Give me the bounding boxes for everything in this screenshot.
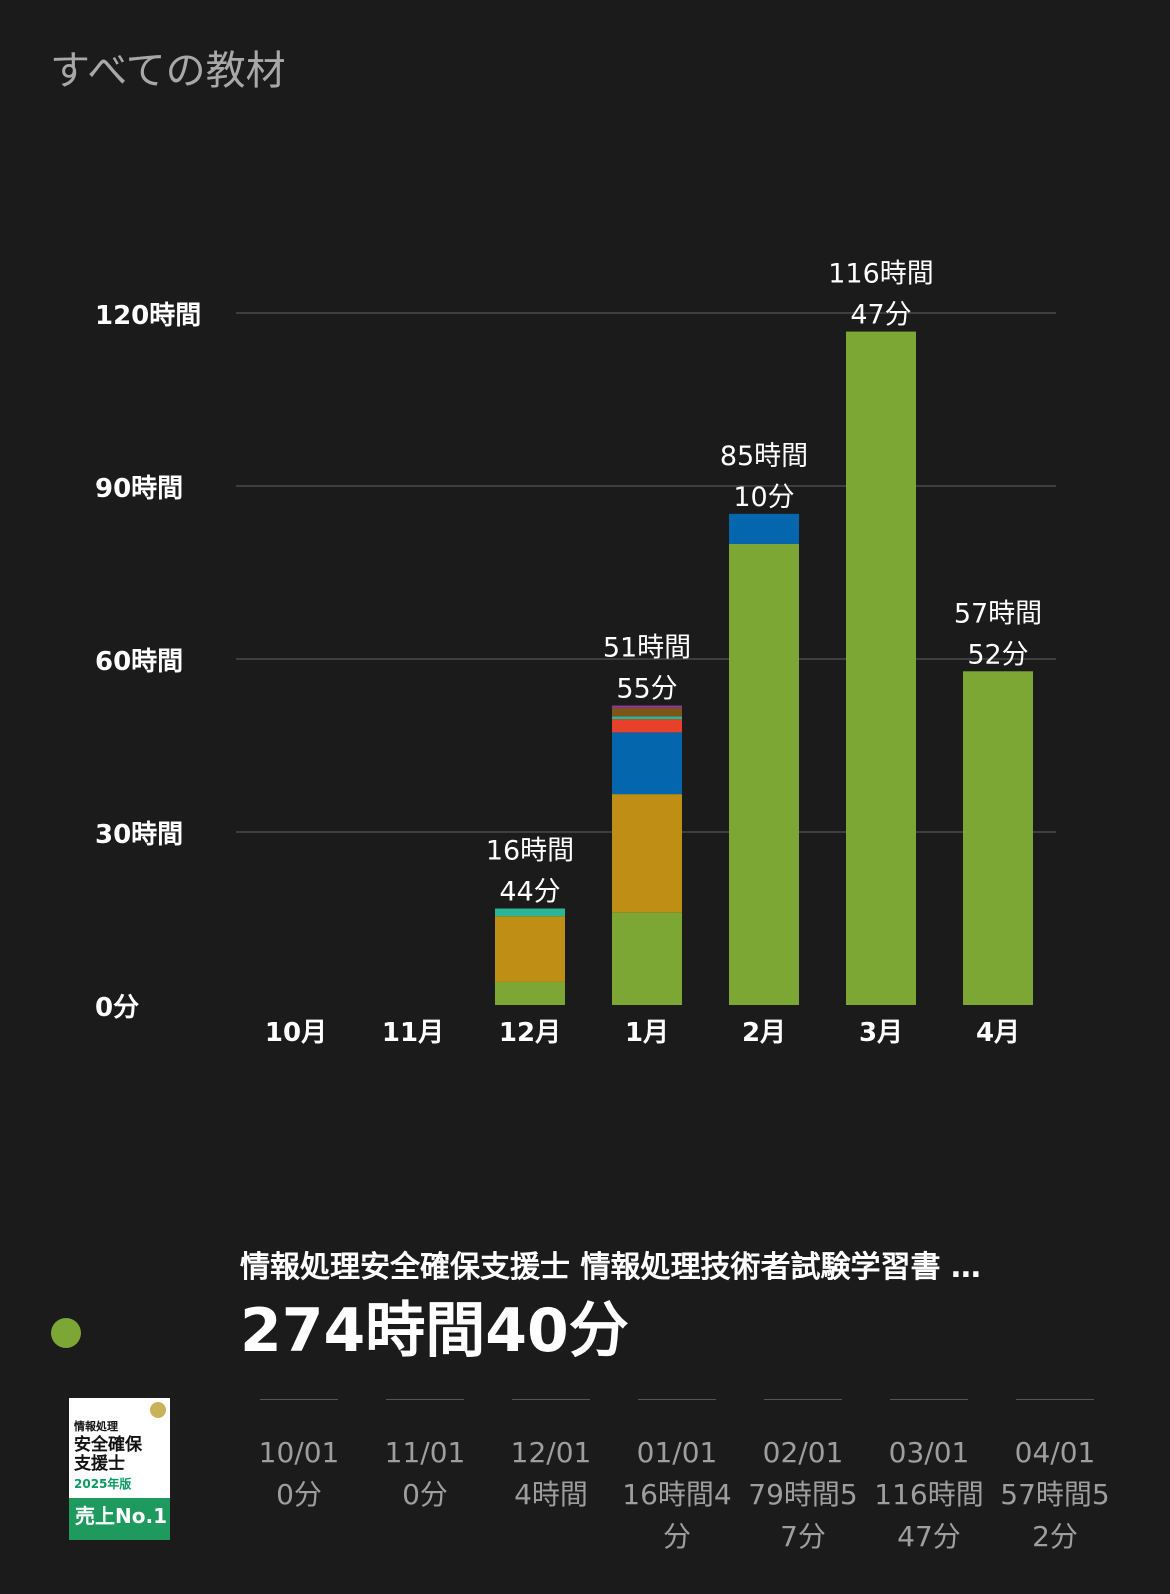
cover-badge: 売上No.1	[75, 1504, 167, 1528]
month-value: 0分	[402, 1478, 448, 1511]
month-date: 03/01	[888, 1436, 970, 1469]
cover-text: 安全確保 支援士	[74, 1436, 142, 1474]
cover-seal	[150, 1402, 166, 1418]
month-value: 116時間47分	[874, 1478, 984, 1553]
cover-text: 情報処理	[74, 1420, 118, 1433]
month-date: 02/01	[762, 1436, 844, 1469]
data-label: 116時間	[828, 259, 934, 290]
bar-segment	[495, 981, 565, 1005]
divider	[260, 1399, 338, 1400]
y-tick-label: 120時間	[95, 301, 201, 331]
bar-segment	[612, 719, 682, 733]
data-label: 47分	[850, 300, 911, 331]
book-cover-image[interactable]: 情報処理 安全確保 支援士 2025年版 売上No.1	[69, 1398, 170, 1540]
bar-segment	[729, 543, 799, 1005]
cover-line: 支援士	[74, 1454, 125, 1474]
data-label: 55分	[616, 674, 677, 705]
month-column: 12/01 4時間	[488, 1399, 614, 1558]
month-value: 79時間57分	[748, 1478, 858, 1553]
bar-segment	[612, 707, 682, 717]
divider	[386, 1399, 464, 1400]
x-tick-label: 4月	[976, 1018, 1020, 1048]
data-label: 57時間	[954, 598, 1042, 629]
bar-segment	[612, 794, 682, 913]
bar-segment	[846, 331, 916, 1005]
month-date: 12/01	[510, 1436, 592, 1469]
divider	[638, 1399, 716, 1400]
month-column: 02/01 79時間57分	[740, 1399, 866, 1558]
y-tick-label: 90時間	[95, 474, 183, 504]
material-total-time: 274時間40分	[240, 1296, 629, 1366]
data-label: 52分	[967, 639, 1028, 670]
y-tick-label: 60時間	[95, 647, 183, 677]
month-column: 04/01 57時間52分	[992, 1399, 1118, 1558]
bar-segment	[612, 716, 682, 720]
month-date: 04/01	[1014, 1436, 1096, 1469]
month-column: 03/01 116時間47分	[866, 1399, 992, 1558]
legend-color-dot	[51, 1318, 81, 1348]
bar-segment	[495, 908, 565, 917]
page-title: すべての教材	[50, 48, 286, 94]
bar-segment	[612, 912, 682, 1005]
bar-segment	[612, 732, 682, 795]
x-tick-label: 10月	[265, 1018, 327, 1048]
monthly-breakdown: 10/01 0分 11/01 0分 12/01 4時間 01/01 16時間4分 02/01 79…	[236, 1399, 1118, 1558]
data-label: 16時間	[486, 836, 574, 867]
month-value: 57時間52分	[1000, 1478, 1110, 1553]
cover-year: 2025年版	[74, 1477, 132, 1491]
divider	[764, 1399, 842, 1400]
x-tick-label: 3月	[859, 1018, 903, 1048]
divider	[1016, 1399, 1094, 1400]
x-tick-label: 1月	[625, 1018, 669, 1048]
bar-segment	[612, 705, 682, 708]
bar-segment	[729, 513, 799, 544]
y-tick-label: 30時間	[95, 820, 183, 850]
month-value: 0分	[276, 1478, 322, 1511]
month-value: 16時間4分	[622, 1478, 732, 1553]
month-column: 01/01 16時間4分	[614, 1399, 740, 1558]
divider	[890, 1399, 968, 1400]
data-label: 44分	[499, 877, 560, 908]
month-value: 4時間	[514, 1478, 588, 1511]
month-date: 01/01	[636, 1436, 718, 1469]
month-date: 11/01	[384, 1436, 466, 1469]
month-column: 10/01 0分	[236, 1399, 362, 1558]
data-label: 51時間	[603, 633, 691, 664]
data-label: 85時間	[720, 441, 808, 472]
bar-segment	[495, 916, 565, 982]
y-tick-label: 0分	[95, 993, 139, 1023]
x-tick-label: 11月	[382, 1018, 444, 1048]
cover-line: 安全確保	[74, 1435, 142, 1455]
divider	[512, 1399, 590, 1400]
month-column: 11/01 0分	[362, 1399, 488, 1558]
x-tick-label: 12月	[499, 1018, 561, 1048]
bar-segment	[963, 671, 1033, 1005]
material-title[interactable]: 情報処理安全確保支援士 情報処理技術者試験学習書 …	[240, 1250, 981, 1285]
month-date: 10/01	[258, 1436, 340, 1469]
stacked-bar-chart: 0分 30時間 60時間 90時間 120時間 10月 11月 12月 16時間 44分 1月 51時…	[95, 259, 1056, 1048]
data-label: 10分	[733, 482, 794, 513]
x-tick-label: 2月	[742, 1018, 786, 1048]
cover-band	[69, 1498, 170, 1540]
